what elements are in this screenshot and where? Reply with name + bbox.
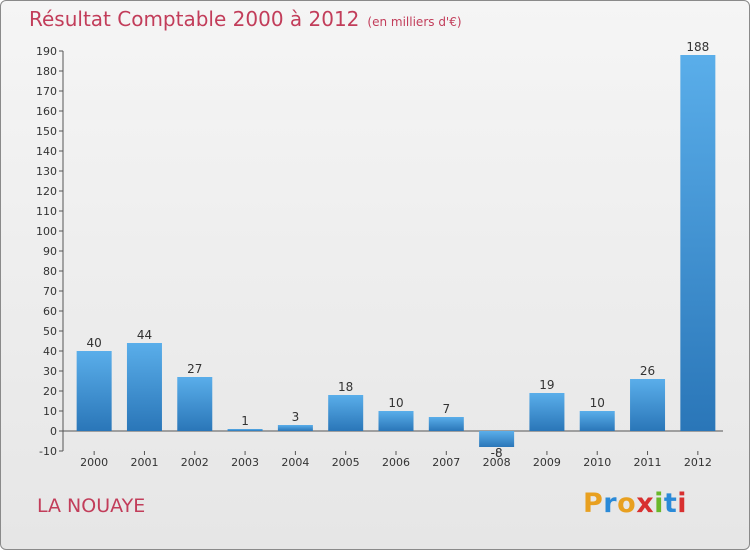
data-label-2006: 10 [388,396,403,410]
x-tick-label: 2008 [483,456,511,469]
logo-letter: i [654,488,664,519]
proxiti-logo: Proxiti [583,488,687,519]
y-tick-label: 50 [43,325,57,338]
bar-2011 [630,379,666,431]
x-tick-label: 2002 [181,456,209,469]
x-tick-label: 2001 [130,456,158,469]
y-tick-label: 90 [43,245,57,258]
bar-2001 [126,343,162,431]
title-text: Résultat Comptable 2000 à 2012 [29,7,360,31]
y-tick-label: 190 [36,45,57,58]
bar-2002 [177,377,213,431]
logo-letter: P [583,488,604,519]
data-label-2004: 3 [292,410,300,424]
y-tick-label: 0 [50,425,57,438]
title-unit: (en milliers d'€) [367,15,462,29]
y-tick-label: 160 [36,105,57,118]
x-tick-label: 2007 [432,456,460,469]
x-tick-label: 2003 [231,456,259,469]
y-tick-label: 60 [43,305,57,318]
y-tick-label: 40 [43,345,57,358]
y-tick-label: 80 [43,265,57,278]
x-tick-label: 2006 [382,456,410,469]
bar-2003 [227,429,263,431]
y-tick-label: 100 [36,225,57,238]
data-label-2010: 10 [590,396,605,410]
y-tick-label: 170 [36,85,57,98]
bar-2012 [680,55,716,431]
y-tick-label: 130 [36,165,57,178]
bar-2006 [378,411,414,431]
y-tick-label: 120 [36,185,57,198]
data-labels: 40 44 27 1 3 18 10 7 -8 19 10 26 188 [87,40,710,460]
x-tick-label: 2012 [684,456,712,469]
bar-2005 [328,395,364,431]
data-label-2003: 1 [241,414,249,428]
y-tick-label: 140 [36,145,57,158]
y-tick-label: 150 [36,125,57,138]
data-label-2011: 26 [640,364,655,378]
bar-2004 [277,425,313,431]
chart-title: Résultat Comptable 2000 à 2012 (en millie… [29,7,462,31]
data-label-2002: 27 [187,362,202,376]
y-tick-label: 110 [36,205,57,218]
bar-2000 [76,351,112,431]
y-tick-label: 30 [43,365,57,378]
x-tick-label: 2009 [533,456,561,469]
x-tick-label: 2011 [634,456,662,469]
bar-2007 [428,417,464,431]
y-tick-label: 70 [43,285,57,298]
data-label-2000: 40 [87,336,102,350]
x-tick-label: 2005 [332,456,360,469]
logo-letter: r [603,488,618,519]
x-tick-label: 2000 [80,456,108,469]
data-label-2001: 44 [137,328,152,342]
y-tick-label: 20 [43,385,57,398]
x-tick-label: 2004 [281,456,309,469]
logo-letter: t [663,488,678,519]
data-label-2005: 18 [338,380,353,394]
y-tick-label: 180 [36,65,57,78]
bar-2010 [579,411,615,431]
axes: -100102030405060708090100110120130140150… [36,45,723,469]
data-label-2009: 19 [539,378,554,392]
bar-2008 [479,431,515,447]
y-tick-label: 10 [43,405,57,418]
logo-letter: o [617,488,637,519]
logo-letter: x [636,488,655,519]
bars [76,55,716,447]
data-label-2007: 7 [442,402,450,416]
logo-letter: i [677,488,688,519]
commune-name: LA NOUAYE [37,495,146,517]
x-tick-label: 2010 [583,456,611,469]
data-label-2008: -8 [491,446,503,460]
bar-2009 [529,393,565,431]
data-label-2012: 188 [686,40,709,54]
y-tick-label: -10 [39,445,57,458]
